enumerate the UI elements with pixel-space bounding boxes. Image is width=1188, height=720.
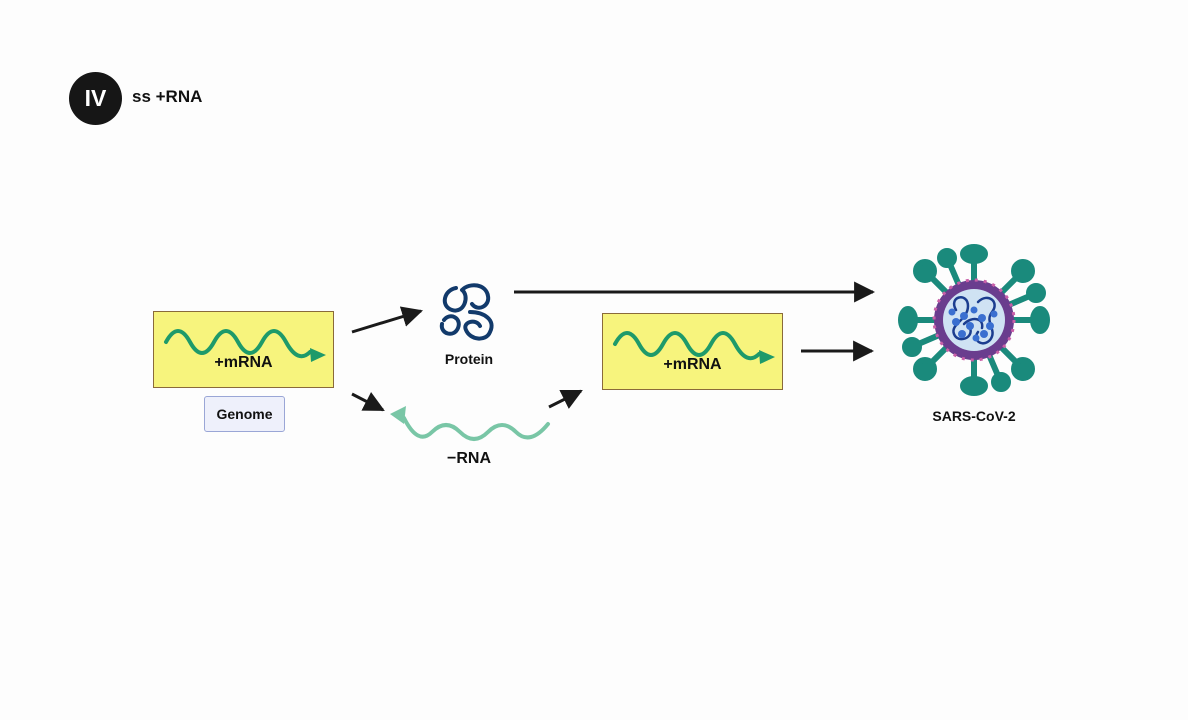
mrna-label: +mRNA <box>214 354 273 371</box>
mrna-box-replicated: +mRNA <box>602 313 783 390</box>
mrna-wave <box>613 331 775 364</box>
step-badge: IV <box>69 72 122 125</box>
neg-rna-arrowhead <box>390 406 406 424</box>
protein-label: Protein <box>444 351 494 367</box>
neg-rna-wave <box>390 406 550 441</box>
neg-rna-label: −RNA <box>446 450 491 467</box>
arrow-mrna-to-neg-rna <box>351 392 385 412</box>
mrna-box-genome: +mRNA <box>153 311 334 388</box>
virus-icon <box>898 244 1050 396</box>
mrna-label: +mRNA <box>663 356 722 373</box>
mrna-wave <box>164 329 326 362</box>
virus-label: SARS-CoV-2 <box>932 408 1016 424</box>
genome-tag: Genome <box>204 396 285 432</box>
mrna-wave-arrowhead <box>310 348 326 362</box>
arrow-mrna-to-protein <box>351 306 424 334</box>
heading: ss +RNA <box>132 87 203 106</box>
protein-icon <box>439 283 494 341</box>
mrna-wave-arrowhead <box>759 350 775 364</box>
arrow-neg-rna-to-mrna <box>548 389 583 409</box>
